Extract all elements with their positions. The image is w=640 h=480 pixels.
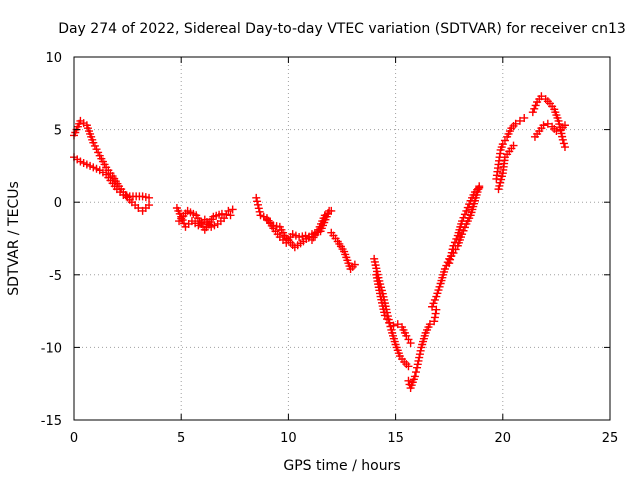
- data-point: [560, 121, 569, 130]
- data-point: [252, 193, 261, 202]
- x-tick-label: 20: [495, 431, 512, 446]
- data-point: [406, 339, 415, 348]
- data-point: [460, 210, 469, 219]
- data-point: [552, 127, 561, 136]
- data-point: [475, 183, 484, 192]
- y-tick-label: -10: [41, 341, 62, 356]
- data-point: [415, 353, 424, 362]
- data-point: [226, 211, 235, 220]
- x-tick-label: 25: [602, 431, 619, 446]
- data-point: [255, 207, 264, 216]
- x-tick-label: 10: [280, 431, 297, 446]
- data-point: [428, 302, 437, 311]
- data-point: [415, 350, 424, 359]
- y-axis-title: SDTVAR / TECUs: [6, 181, 22, 296]
- y-tick-label: 5: [54, 124, 62, 139]
- data-point: [217, 209, 226, 218]
- y-tick-label: 10: [45, 51, 62, 66]
- data-point: [446, 252, 455, 261]
- x-tick-label: 0: [70, 431, 78, 446]
- data-point: [445, 259, 454, 268]
- data-point: [430, 317, 439, 326]
- data-point: [432, 305, 441, 314]
- data-point: [458, 217, 467, 226]
- data-point: [253, 200, 262, 209]
- data-point: [145, 201, 154, 210]
- data-point: [416, 346, 425, 355]
- data-point: [462, 206, 471, 215]
- data-point: [452, 234, 461, 243]
- y-tick-label: -15: [41, 414, 62, 429]
- x-tick-label: 5: [177, 431, 185, 446]
- data-point: [560, 143, 569, 152]
- data-point: [404, 376, 413, 385]
- data-point: [530, 104, 539, 113]
- y-tick-label: 0: [54, 196, 62, 211]
- data-point: [459, 213, 468, 222]
- data-point: [448, 245, 457, 254]
- data-point: [458, 230, 467, 239]
- x-axis-title: GPS time / hours: [283, 458, 400, 474]
- tick-labels: 0 5 10 15 20 25 10 5 0 -5 -10 -15: [41, 51, 619, 446]
- data-point: [404, 362, 413, 371]
- data-point: [447, 248, 456, 257]
- data-point: [430, 295, 439, 304]
- data-point: [509, 141, 518, 150]
- data-point: [145, 193, 154, 202]
- data-point: [446, 255, 455, 264]
- data-point: [431, 309, 440, 318]
- data-point: [253, 197, 262, 206]
- data-point: [511, 119, 520, 128]
- data-point: [558, 135, 567, 144]
- data-points: [70, 92, 569, 393]
- data-point: [543, 119, 552, 128]
- data-point: [425, 320, 434, 329]
- plot-frame: [73, 56, 611, 421]
- data-point: [222, 210, 231, 219]
- data-point: [393, 320, 402, 329]
- y-tick-label: -5: [49, 269, 62, 284]
- data-point: [134, 204, 143, 213]
- data-point: [528, 108, 537, 117]
- data-point: [325, 206, 334, 215]
- data-point: [414, 356, 423, 365]
- data-point: [254, 204, 263, 213]
- data-point: [520, 113, 529, 122]
- x-tick-label: 15: [387, 431, 404, 446]
- data-point: [559, 139, 568, 148]
- chart-title: Day 274 of 2022, Sidereal Day-to-day VTE…: [58, 21, 626, 37]
- data-point: [450, 238, 459, 247]
- data-point: [413, 363, 422, 372]
- data-point: [531, 101, 540, 110]
- data-point: [410, 372, 419, 381]
- data-point: [537, 92, 546, 101]
- data-point: [430, 313, 439, 322]
- data-point: [178, 216, 187, 225]
- data-point: [228, 205, 237, 214]
- data-point: [463, 203, 472, 212]
- data-point: [539, 121, 548, 130]
- data-point: [515, 116, 524, 125]
- grid: [74, 57, 610, 420]
- axis-ticks: [73, 56, 611, 421]
- data-point: [411, 368, 420, 377]
- data-point: [429, 299, 438, 308]
- data-point: [385, 318, 394, 327]
- data-point: [389, 321, 398, 330]
- data-point: [413, 360, 422, 369]
- data-point: [465, 200, 474, 209]
- data-point: [449, 241, 458, 250]
- data-point: [350, 260, 359, 269]
- data-point: [440, 264, 449, 273]
